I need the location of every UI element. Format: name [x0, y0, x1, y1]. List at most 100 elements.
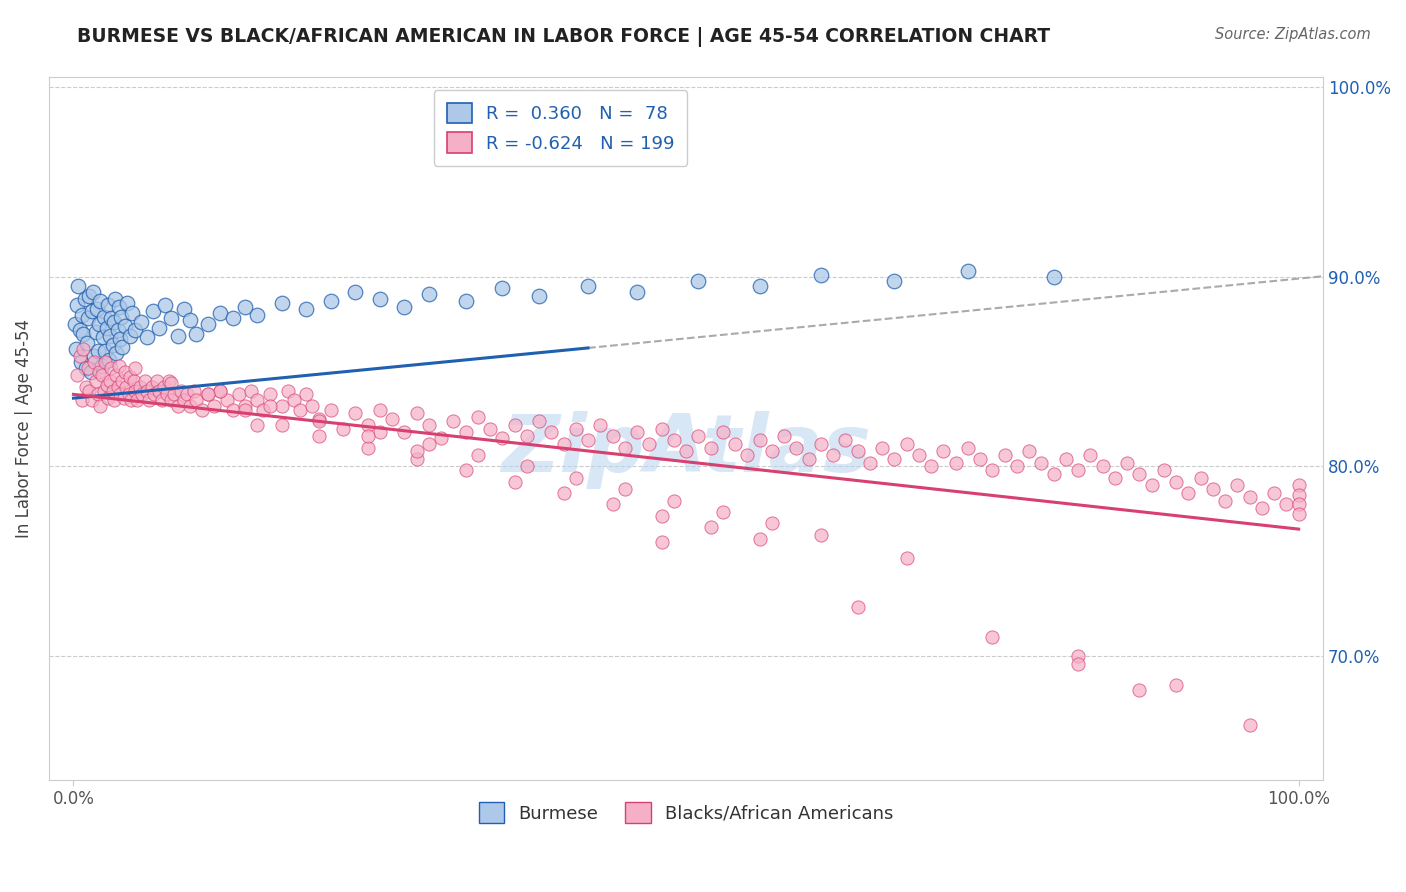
Point: [1005, 459, 1028, 474]
Text: ZipAtlas: ZipAtlas: [501, 410, 870, 489]
Point: [699, 520, 721, 534]
Point: [1104, 471, 1126, 485]
Point: [131, 387, 153, 401]
Point: [1166, 475, 1188, 489]
Point: [259, 399, 281, 413]
Point: [1042, 269, 1064, 284]
Point: [246, 417, 269, 432]
Point: [981, 630, 1004, 644]
Point: [69, 350, 91, 364]
Point: [70, 392, 93, 407]
Point: [332, 421, 354, 435]
Point: [86, 301, 108, 316]
Point: [1140, 478, 1163, 492]
Point: [114, 365, 136, 379]
Text: BURMESE VS BLACK/AFRICAN AMERICAN IN LABOR FORCE | AGE 45-54 CORRELATION CHART: BURMESE VS BLACK/AFRICAN AMERICAN IN LAB…: [77, 27, 1050, 46]
Point: [93, 384, 115, 398]
Point: [405, 444, 427, 458]
Point: [89, 365, 111, 379]
Point: [270, 296, 292, 310]
Point: [107, 380, 129, 394]
Point: [80, 304, 103, 318]
Point: [173, 392, 195, 407]
Point: [932, 444, 955, 458]
Point: [160, 392, 183, 407]
Point: [810, 268, 832, 282]
Point: [100, 311, 122, 326]
Y-axis label: In Labor Force | Age 45-54: In Labor Force | Age 45-54: [15, 319, 32, 538]
Point: [153, 380, 176, 394]
Point: [141, 380, 163, 394]
Point: [368, 425, 391, 440]
Point: [122, 374, 145, 388]
Point: [209, 384, 232, 398]
Point: [173, 301, 195, 316]
Point: [142, 304, 165, 318]
Point: [956, 441, 979, 455]
Point: [1177, 486, 1199, 500]
Point: [945, 456, 967, 470]
Legend: Burmese, Blacks/African Americans: Burmese, Blacks/African Americans: [468, 791, 904, 834]
Point: [1116, 456, 1139, 470]
Point: [711, 425, 734, 440]
Point: [834, 433, 856, 447]
Point: [121, 306, 143, 320]
Point: [368, 402, 391, 417]
Point: [259, 387, 281, 401]
Point: [160, 311, 183, 326]
Point: [89, 294, 111, 309]
Point: [107, 300, 129, 314]
Point: [662, 493, 685, 508]
Point: [184, 392, 207, 407]
Point: [90, 368, 112, 383]
Point: [662, 433, 685, 447]
Point: [773, 429, 796, 443]
Point: [197, 387, 219, 401]
Point: [724, 436, 747, 450]
Point: [295, 387, 318, 401]
Point: [197, 387, 219, 401]
Point: [100, 360, 122, 375]
Point: [527, 414, 550, 428]
Point: [516, 459, 538, 474]
Point: [136, 330, 159, 344]
Point: [197, 317, 219, 331]
Point: [1263, 486, 1285, 500]
Point: [69, 355, 91, 369]
Point: [516, 429, 538, 443]
Point: [381, 412, 404, 426]
Point: [1202, 482, 1225, 496]
Point: [97, 298, 120, 312]
Point: [1250, 501, 1272, 516]
Point: [228, 387, 250, 401]
Point: [105, 345, 128, 359]
Point: [87, 387, 110, 401]
Point: [651, 421, 673, 435]
Point: [319, 294, 342, 309]
Point: [277, 384, 299, 398]
Point: [1018, 444, 1040, 458]
Point: [602, 498, 624, 512]
Point: [105, 368, 128, 383]
Point: [883, 273, 905, 287]
Point: [785, 441, 807, 455]
Point: [155, 387, 177, 401]
Point: [454, 463, 477, 477]
Point: [77, 360, 100, 375]
Point: [319, 402, 342, 417]
Point: [83, 355, 105, 369]
Point: [454, 425, 477, 440]
Point: [527, 288, 550, 302]
Point: [98, 374, 121, 388]
Point: [73, 293, 96, 307]
Point: [89, 317, 111, 331]
Point: [67, 279, 90, 293]
Point: [160, 376, 183, 390]
Point: [810, 436, 832, 450]
Point: [467, 410, 489, 425]
Point: [72, 342, 94, 356]
Point: [170, 384, 193, 398]
Point: [233, 402, 256, 417]
Point: [737, 448, 759, 462]
Point: [103, 315, 125, 329]
